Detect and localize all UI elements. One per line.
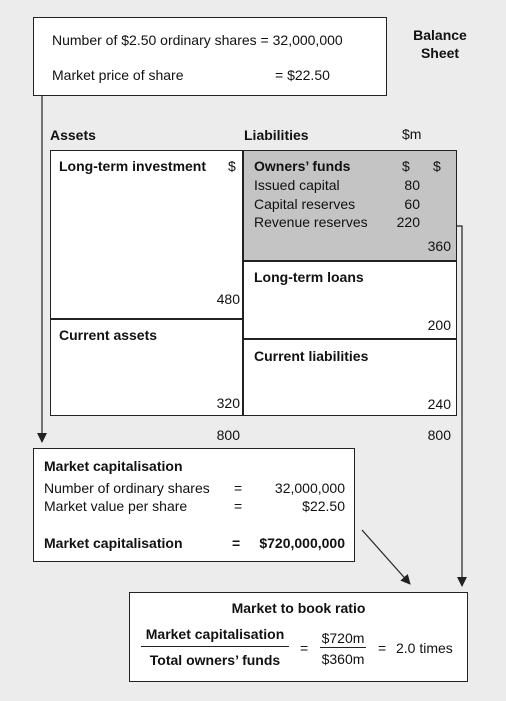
long-term-loans-value: 200 [427, 317, 451, 333]
ratio-value-fraction-bar [320, 647, 366, 648]
ratio-fraction-bar [141, 646, 289, 647]
current-liabilities-label: Current liabilities [254, 348, 369, 364]
ratio-title: Market to book ratio [231, 600, 366, 616]
value-per-share-value: $22.50 [302, 498, 345, 514]
current-assets-value: 320 [216, 395, 240, 411]
assets-divider [51, 318, 243, 320]
market-price-label: Market price of share [52, 67, 184, 83]
lti-dollar-label: $ [228, 158, 236, 174]
shares-row-eq: = [234, 480, 243, 496]
arrow-to-ratio-from-owners [457, 225, 467, 587]
ratio-eq2: = [378, 640, 387, 656]
shares-row-label: Number of ordinary shares [44, 480, 210, 496]
ratio-box [129, 592, 468, 682]
revenue-reserves-value: 220 [396, 214, 420, 230]
ratio-numerator: Market capitalisation [145, 626, 285, 642]
share-info-box [33, 17, 387, 96]
owners-funds-total: 360 [427, 238, 451, 254]
capital-reserves-label: Capital reserves [254, 196, 356, 212]
lti-value: 480 [216, 291, 240, 307]
assets-header: Assets [50, 127, 96, 143]
owners-funds-divider [243, 260, 456, 262]
ratio-value-denominator: $360m [321, 651, 365, 667]
balance-sheet-label-line2: Sheet [420, 45, 460, 61]
current-liabilities-value: 240 [427, 396, 451, 412]
balance-sheet-label-line1: Balance [413, 27, 467, 43]
market-cap-box [33, 448, 355, 562]
market-cap-result-value: $720,000,000 [259, 535, 345, 551]
value-per-share-label: Market value per share [44, 498, 188, 514]
capital-reserves-value: 60 [404, 196, 420, 212]
vertical-divider [242, 151, 244, 415]
issued-capital-value: 80 [404, 177, 420, 193]
liabilities-total: 800 [427, 427, 451, 443]
owners-col1-dollar: $ [402, 158, 410, 174]
loans-divider [243, 338, 456, 340]
owners-funds-shade [243, 151, 456, 261]
ratio-result: 2.0 times [396, 640, 453, 656]
long-term-loans-label: Long-term loans [254, 269, 364, 285]
unit-label: $m [402, 126, 422, 142]
shares-count-label: Number of $2.50 ordinary shares = 32,000… [52, 32, 343, 48]
market-cap-result-label: Market capitalisation [44, 535, 183, 551]
market-price-value: = $22.50 [275, 67, 330, 83]
ratio-eq1: = [300, 640, 309, 656]
ratio-value-numerator: $720m [321, 630, 365, 646]
arrow-market-cap-to-ratio [361, 529, 411, 585]
value-per-share-eq: = [234, 498, 243, 514]
current-assets-label: Current assets [59, 327, 158, 343]
owners-funds-label: Owners’ funds [254, 158, 351, 174]
market-cap-title: Market capitalisation [44, 458, 183, 474]
long-term-investment-label: Long-term investment [59, 158, 207, 174]
shares-row-value: 32,000,000 [274, 480, 345, 496]
revenue-reserves-label: Revenue reserves [254, 214, 368, 230]
issued-capital-label: Issued capital [254, 177, 340, 193]
market-cap-result-eq: = [232, 535, 241, 551]
ratio-denominator: Total owners’ funds [149, 652, 281, 668]
owners-col2-dollar: $ [433, 158, 441, 174]
liabilities-header: Liabilities [244, 127, 309, 143]
assets-total: 800 [216, 427, 240, 443]
